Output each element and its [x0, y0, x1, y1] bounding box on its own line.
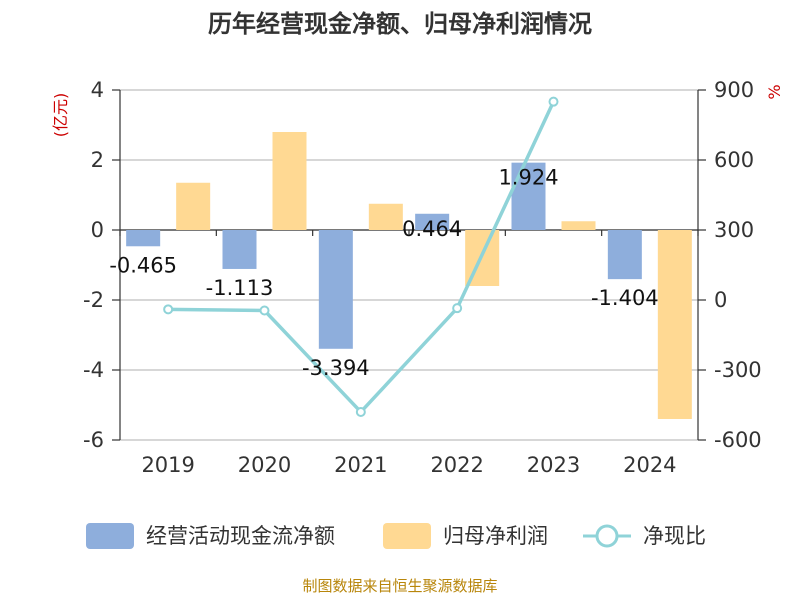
profit-bar: [176, 182, 211, 230]
ratio-point: [163, 304, 174, 315]
right-tick-label: 900: [714, 78, 754, 102]
cashflow-value-label: -1.404: [591, 286, 659, 310]
right-tick-label: 300: [714, 218, 754, 242]
ratio-point: [548, 96, 559, 107]
cashflow-bar: [318, 230, 353, 349]
cashflow-bar: [415, 213, 450, 230]
right-axis-unit: %: [765, 84, 784, 99]
left-axis-unit: (亿元): [51, 93, 70, 138]
category-label: 2023: [527, 453, 580, 477]
ratio-line: [163, 96, 559, 417]
legend-swatch-profit: [383, 523, 431, 549]
left-tick-label: -2: [83, 288, 104, 312]
legend-label-cashflow: 经营活动现金流净额: [146, 524, 335, 548]
right-tick-label: -300: [714, 358, 762, 382]
right-tick-label: 600: [714, 148, 754, 172]
legend-label-profit: 归母净利润: [443, 524, 548, 548]
cashflow-value-label: -0.465: [109, 253, 177, 277]
cashflow-bar: [511, 162, 546, 230]
right-tick-label: -600: [714, 428, 762, 452]
left-tick-label: -4: [83, 358, 104, 382]
chart-title: 历年经营现金净额、归母净利润情况: [208, 10, 592, 38]
cashflow-bar: [126, 230, 161, 247]
profit-bar: [368, 203, 403, 230]
legend-marker-ratio: [595, 524, 619, 548]
ratio-point: [355, 407, 366, 417]
data-labels: -0.465 -1.113 -3.394 0.464 1.924 -1.404: [109, 166, 658, 380]
bars: [126, 132, 692, 419]
axes: [112, 89, 706, 441]
category-label: 2024: [623, 453, 676, 477]
legend-label-ratio: 净现比: [643, 524, 706, 548]
cashflow-bar: [607, 230, 642, 280]
left-tick-label: 2: [91, 148, 104, 172]
left-tick-label: -6: [83, 428, 104, 452]
category-label: 2019: [141, 453, 194, 477]
left-tick-label: 0: [91, 218, 104, 242]
cashflow-value-label: 1.924: [498, 166, 558, 190]
source-note: 制图数据来自恒生聚源数据库: [302, 577, 497, 595]
category-label: 2021: [334, 453, 387, 477]
ratio-point: [452, 303, 463, 314]
legend: 经营活动现金流净额 归母净利润 净现比: [86, 523, 706, 549]
cashflow-value-label: -3.394: [302, 356, 370, 380]
profit-bar: [272, 132, 307, 230]
category-label: 2020: [238, 453, 291, 477]
cashflow-bar: [222, 230, 257, 269]
tick-labels: 4 2 0 -2 -4 -6 900 600 300 0 -300 -600 2019 2020 2021 2…: [83, 78, 762, 477]
cashflow-value-label: -1.113: [206, 276, 274, 300]
profit-bar: [561, 221, 596, 230]
right-tick-label: 0: [714, 288, 727, 312]
category-label: 2022: [430, 453, 483, 477]
legend-swatch-cashflow: [86, 523, 134, 549]
left-tick-label: 4: [91, 78, 104, 102]
cashflow-value-label: 0.464: [402, 217, 462, 241]
ratio-point: [259, 305, 270, 316]
profit-bar: [657, 230, 692, 419]
